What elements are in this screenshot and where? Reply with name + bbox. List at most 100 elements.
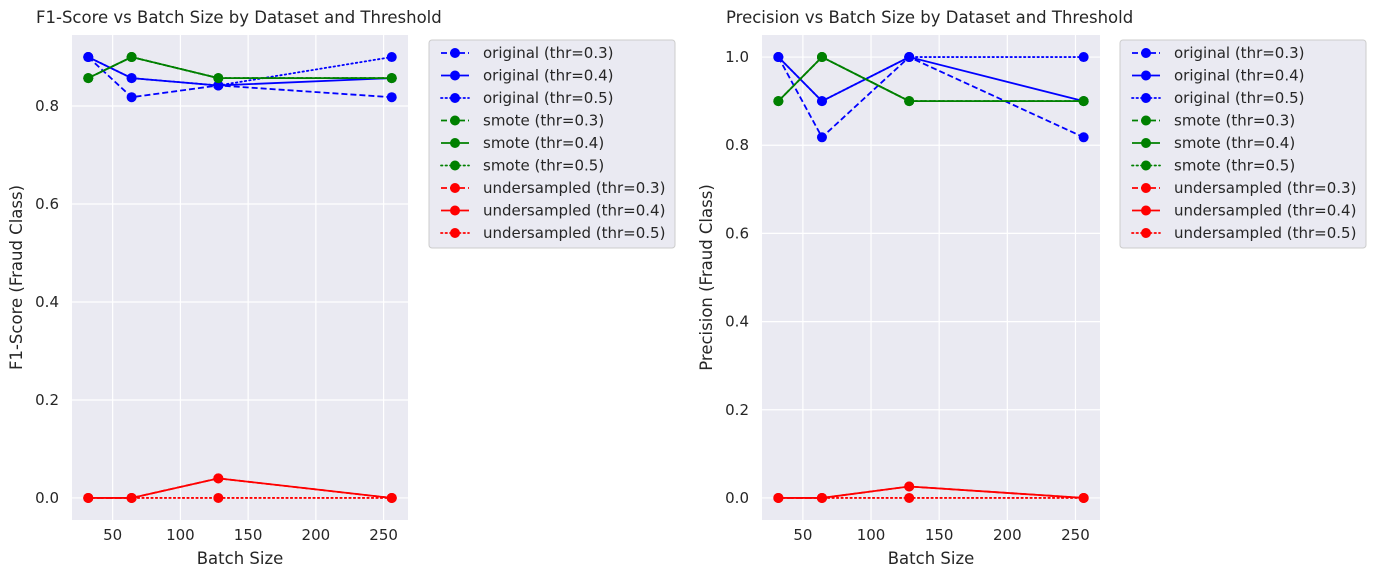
x-axis-label: Batch Size bbox=[197, 549, 284, 568]
data-point bbox=[1078, 132, 1089, 143]
legend-label: undersampled (thr=0.3) bbox=[1174, 179, 1356, 197]
series-line bbox=[87, 56, 392, 99]
legend-label: smote (thr=0.3) bbox=[483, 112, 604, 130]
y-tick-label: 0.6 bbox=[35, 195, 59, 213]
data-point bbox=[386, 52, 397, 63]
series-line bbox=[777, 55, 1085, 139]
data-point bbox=[213, 473, 224, 484]
data-point bbox=[126, 92, 137, 103]
data-point bbox=[213, 80, 224, 91]
y-tick-label: 0.4 bbox=[725, 313, 749, 331]
data-point bbox=[213, 492, 224, 503]
y-tick-label: 0.8 bbox=[725, 136, 749, 154]
legend-swatch-marker bbox=[450, 160, 460, 171]
legend-label: original (thr=0.3) bbox=[1174, 44, 1305, 62]
legend-label: smote (thr=0.5) bbox=[1174, 157, 1295, 175]
legend-label: undersampled (thr=0.4) bbox=[483, 202, 665, 220]
data-point bbox=[126, 492, 137, 503]
data-point bbox=[83, 492, 94, 503]
legend-label: smote (thr=0.4) bbox=[483, 134, 604, 152]
legend-label: smote (thr=0.4) bbox=[1174, 134, 1295, 152]
legend-swatch-marker bbox=[1141, 228, 1151, 238]
legend-label: original (thr=0.3) bbox=[483, 44, 614, 62]
chart-2: 50 100 150 200 250 0.0 0.2 0.4 0.6 0.8 1.0 Precisio… bbox=[697, 8, 1367, 568]
data-point bbox=[213, 73, 224, 84]
x-tick-label: 50 bbox=[793, 526, 812, 544]
legend-frame bbox=[428, 39, 676, 249]
legend-label: smote (thr=0.5) bbox=[483, 157, 604, 175]
y-tick-label: 0.2 bbox=[725, 401, 749, 419]
legend-swatch-marker bbox=[450, 228, 460, 238]
x-tick-label: 200 bbox=[993, 526, 1022, 544]
chart-title: Precision vs Batch Size by Dataset and T… bbox=[726, 8, 1133, 27]
legend-swatch-marker bbox=[1141, 205, 1151, 216]
data-point bbox=[773, 96, 784, 107]
data-point bbox=[1078, 492, 1089, 503]
y-tick-label: 1.0 bbox=[725, 48, 749, 66]
legend: original (thr=0.3) original (thr=0.4) orig… bbox=[428, 39, 676, 249]
data-point bbox=[83, 73, 94, 84]
legend-swatch-marker bbox=[450, 48, 460, 58]
legend-label: undersampled (thr=0.5) bbox=[483, 224, 665, 242]
legend-swatch-marker bbox=[1141, 48, 1151, 58]
series-group bbox=[83, 52, 397, 503]
data-point bbox=[904, 481, 915, 492]
legend: original (thr=0.3) original (thr=0.4) orig… bbox=[1119, 39, 1367, 249]
legend-swatch-marker bbox=[450, 183, 460, 193]
x-tick-label: 100 bbox=[166, 526, 195, 544]
plot-area bbox=[762, 35, 1100, 520]
x-tick-label: 50 bbox=[103, 526, 122, 544]
y-tick-label: 0.2 bbox=[35, 391, 59, 409]
x-tick-label: 100 bbox=[857, 526, 886, 544]
x-axis-label: Batch Size bbox=[888, 549, 975, 568]
legend-label: undersampled (thr=0.3) bbox=[483, 179, 665, 197]
y-axis-label: Precision (Fraud Class) bbox=[697, 184, 716, 371]
data-point bbox=[904, 96, 915, 107]
x-tick-label: 150 bbox=[925, 526, 954, 544]
plot-area bbox=[72, 35, 408, 520]
legend-frame bbox=[1119, 39, 1367, 249]
chart-title: F1-Score vs Batch Size by Dataset and Th… bbox=[36, 8, 442, 27]
data-point bbox=[386, 492, 397, 503]
legend-label: original (thr=0.5) bbox=[1174, 89, 1305, 107]
data-point bbox=[1078, 52, 1089, 63]
series-group bbox=[773, 52, 1089, 503]
legend-swatch-marker bbox=[450, 205, 460, 216]
y-tick-label: 0.4 bbox=[35, 293, 59, 311]
y-tick-label: 0.0 bbox=[725, 489, 749, 507]
legend-label: smote (thr=0.3) bbox=[1174, 112, 1295, 130]
data-point bbox=[773, 52, 784, 63]
data-point bbox=[816, 52, 827, 63]
x-tick-label: 200 bbox=[302, 526, 331, 544]
legend-swatch-marker bbox=[450, 138, 460, 148]
y-tick-label: 0.0 bbox=[35, 489, 59, 507]
y-axis-label: F1-Score (Fraud Class) bbox=[7, 185, 26, 370]
legend-swatch-marker bbox=[1141, 70, 1151, 81]
data-point bbox=[816, 96, 827, 107]
legend-label: original (thr=0.4) bbox=[483, 67, 614, 85]
legend-swatch-marker bbox=[1141, 138, 1151, 148]
data-point bbox=[1078, 96, 1089, 107]
data-point bbox=[816, 492, 827, 503]
data-point bbox=[126, 52, 137, 63]
legend-swatch-marker bbox=[450, 115, 460, 126]
legend-swatch-marker bbox=[450, 93, 460, 103]
data-point bbox=[816, 132, 827, 143]
legend-swatch-marker bbox=[1141, 115, 1151, 126]
data-point bbox=[904, 492, 915, 503]
legend-swatch-marker bbox=[1141, 183, 1151, 193]
y-tick-label: 0.8 bbox=[35, 97, 59, 115]
series-line bbox=[777, 55, 1085, 103]
x-tick-label: 250 bbox=[1061, 526, 1090, 544]
chart-1: 50 100 150 200 250 0.0 0.2 0.4 0.6 0.8 F1-Score vs… bbox=[7, 8, 676, 568]
data-point bbox=[386, 73, 397, 84]
data-point bbox=[386, 92, 397, 103]
y-tick-label: 0.6 bbox=[725, 224, 749, 242]
data-point bbox=[83, 52, 94, 63]
x-tick-label: 150 bbox=[234, 526, 263, 544]
legend-swatch-marker bbox=[1141, 93, 1151, 103]
x-tick-label: 250 bbox=[369, 526, 398, 544]
data-point bbox=[773, 492, 784, 503]
